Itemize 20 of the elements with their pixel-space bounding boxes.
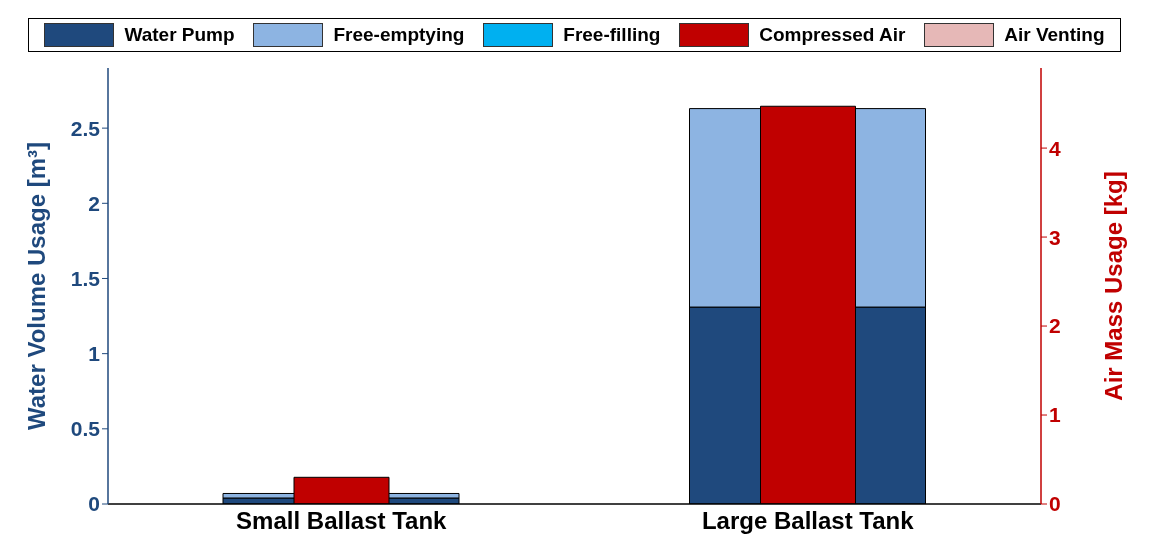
y-tick-label: 1 [88, 342, 101, 366]
x-tick-label: Large Ballast Tank [701, 507, 915, 535]
legend-label: Air Venting [1003, 23, 1105, 47]
y-tick-label: 0 [88, 492, 100, 516]
y2-tick-label: 1 [1049, 403, 1061, 427]
y2-tick-label: 3 [1049, 225, 1061, 249]
y-axis-title: Water Volume Usage [m³] [22, 141, 50, 431]
legend-label: Free-emptying [332, 23, 465, 47]
y2-axis-title: Air Mass Usage [kg] [1099, 171, 1127, 401]
legend-label: Compressed Air [758, 23, 906, 47]
y-tick-label: 2 [88, 191, 100, 215]
y2-tick-label: 4 [1049, 136, 1061, 160]
y2-tick-label: 0 [1049, 492, 1061, 516]
legend-label: Water Pump [123, 23, 235, 47]
x-tick-label: Small Ballast Tank [236, 507, 448, 535]
legend-label: Free-filling [562, 23, 661, 47]
y-tick-label: 1.5 [70, 266, 101, 290]
y-tick-label: 0.5 [70, 417, 101, 441]
y2-tick-label: 2 [1049, 314, 1061, 338]
y-tick-label: 2.5 [70, 116, 101, 140]
